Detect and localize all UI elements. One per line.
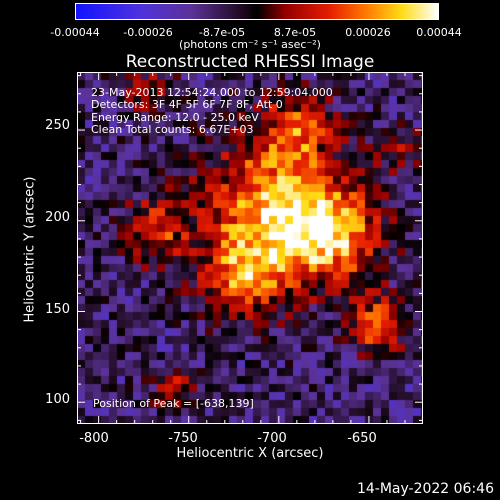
colorbar-tick: 8.7e-05 <box>273 26 317 39</box>
x-tick-label: -750 <box>168 431 198 446</box>
colorbar-tick: -0.00044 <box>50 26 100 39</box>
x-tick-label: -650 <box>347 431 377 446</box>
y-tick-label: 100 <box>45 392 70 407</box>
plot-axes <box>77 72 423 424</box>
y-axis-label: Heliocentric Y (arcsec) <box>22 176 38 323</box>
colorbar-tick: 0.00026 <box>345 26 391 39</box>
y-tick-label: 200 <box>45 210 70 225</box>
image-plot-area: 23-May-2013 12:54:24.000 to 12:59:04.000… <box>77 72 423 424</box>
x-tick-label: -700 <box>257 431 287 446</box>
annotation-detectors: Detectors: 3F 4F 5F 6F 7F 8F, Att 0 <box>91 98 283 111</box>
annotation-time-range: 23-May-2013 12:54:24.000 to 12:59:04.000 <box>91 86 333 99</box>
x-tick-label: -800 <box>79 431 109 446</box>
annotation-energy: Energy Range: 12.0 - 25.0 keV <box>91 111 259 124</box>
colorbar-tick: -8.7e-05 <box>198 26 246 39</box>
footer-date: 14-May-2022 06:46 <box>356 481 494 497</box>
heatmap-image <box>77 72 423 424</box>
colorbar-unit-label: (photons cm⁻² s⁻¹ asec⁻²) <box>179 38 321 51</box>
x-axis-label: Heliocentric X (arcsec) <box>176 446 324 461</box>
chart-title: Reconstructed RHESSI Image <box>125 52 375 72</box>
y-tick-label: 150 <box>45 302 70 317</box>
colorbar <box>75 3 439 20</box>
colorbar-tick: 0.00044 <box>416 26 462 39</box>
annotation-peak: Position of Peak = [-638,139] <box>93 397 254 410</box>
annotation-clean: Clean Total counts: 6.67E+03 <box>91 123 254 136</box>
colorbar-tick: -0.00026 <box>123 26 173 39</box>
y-tick-label: 250 <box>45 118 70 133</box>
plot-frame <box>77 72 423 424</box>
